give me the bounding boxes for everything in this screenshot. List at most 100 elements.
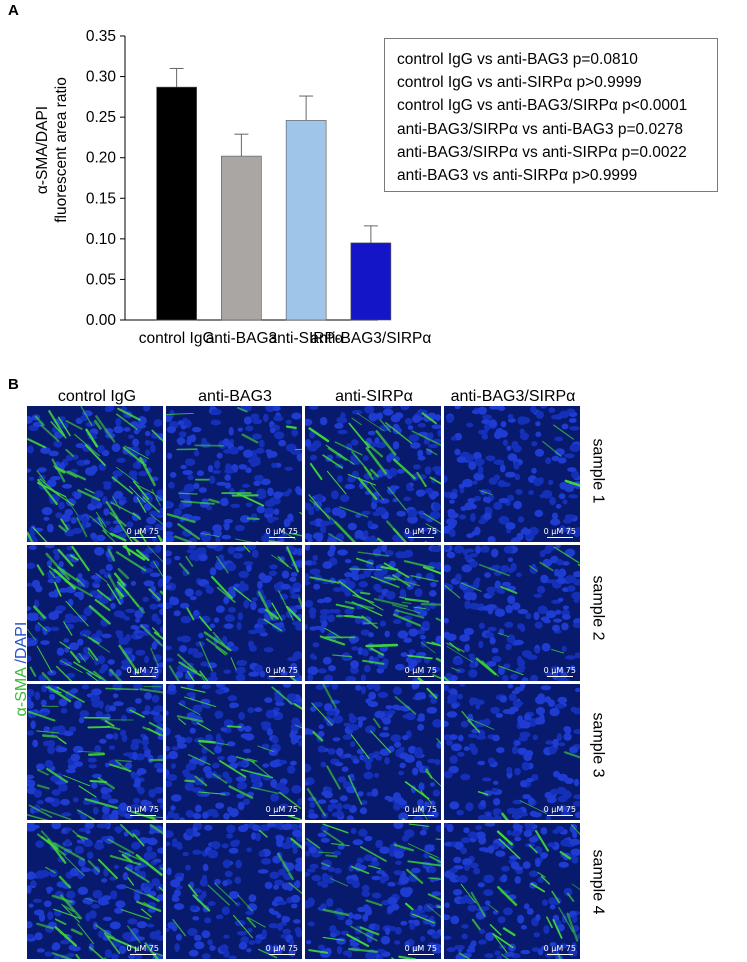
microscopy-image: 0 μM 75 (444, 545, 580, 681)
microscopy-image: 0 μM 75 (305, 406, 441, 542)
y-tick-label: 0.25 (86, 109, 116, 126)
column-header-anti-sirpa: anti-SIRPα (335, 388, 413, 405)
microscopy-image: 0 μM 75 (305, 823, 441, 959)
microscopy-image: 0 μM 75 (166, 545, 302, 681)
y-tick-label: 0.15 (86, 190, 116, 207)
scale-bar: 0 μM 75 (127, 666, 159, 677)
stat-line: control IgG vs anti-SIRPα p>0.9999 (397, 74, 642, 92)
scale-bar-label: 0 μM 75 (265, 527, 298, 536)
scale-bar-label: 0 μM 75 (126, 527, 159, 536)
scale-bar-line (268, 676, 295, 677)
scale-bar-label: 0 μM 75 (543, 527, 576, 536)
scale-bar: 0 μM 75 (405, 944, 437, 955)
scale-bar-label: 0 μM 75 (265, 944, 298, 953)
panel-b-letter: B (8, 376, 19, 393)
row-label-sample-1: sample 1 (589, 438, 607, 504)
x-tick-label: anti-SIRPα (268, 330, 343, 347)
microscopy-grid: 0 μM 75 0 μM 75 0 μM 75 0 μM 75 0 μM 75 0 μM … (27, 406, 585, 959)
stat-line: control IgG vs anti-BAG3/SIRPα p<0.0001 (397, 97, 688, 115)
microscopy-image: 0 μM 75 (444, 823, 580, 959)
scale-bar-label: 0 μM 75 (543, 805, 576, 814)
bar (350, 242, 392, 321)
scale-bar-line (407, 815, 434, 816)
column-header-anti-bag3-sirpa: anti-BAG3/SIRPα (450, 388, 576, 405)
scale-bar: 0 μM 75 (405, 527, 437, 538)
scale-bar: 0 μM 75 (266, 527, 298, 538)
y-tick-label: 0.35 (86, 28, 116, 45)
scale-bar-line (129, 954, 156, 955)
scale-bar: 0 μM 75 (127, 805, 159, 816)
scale-bar-line (129, 537, 156, 538)
scale-bar-label: 0 μM 75 (126, 944, 159, 953)
y-tick-label: 0.10 (86, 231, 117, 248)
stat-line: anti-BAG3/SIRPα vs anti-SIRPα p=0.0022 (397, 143, 687, 161)
microscopy-image: 0 μM 75 (27, 684, 163, 820)
scale-bar: 0 μM 75 (266, 666, 298, 677)
bar (221, 155, 262, 321)
scale-bar-line (268, 954, 295, 955)
scale-bar: 0 μM 75 (544, 666, 576, 677)
scale-bar-line (129, 815, 156, 816)
microscopy-image: 0 μM 75 (444, 406, 580, 542)
scale-bar-line (268, 537, 295, 538)
scale-bar-label: 0 μM 75 (404, 666, 437, 675)
scale-bar-line (546, 537, 573, 538)
scale-bar-line (268, 815, 295, 816)
scale-bar-label: 0 μM 75 (404, 805, 437, 814)
microscopy-image: 0 μM 75 (166, 406, 302, 542)
scale-bar-label: 0 μM 75 (543, 666, 576, 675)
scale-bar: 0 μM 75 (544, 805, 576, 816)
microscopy-image: 0 μM 75 (27, 406, 163, 542)
microscopy-image: 0 μM 75 (166, 823, 302, 959)
scale-bar-line (407, 954, 434, 955)
x-tick-label: anti-BAG3/SIRPα (310, 330, 431, 347)
scale-bar: 0 μM 75 (266, 805, 298, 816)
scale-bar: 0 μM 75 (405, 805, 437, 816)
y-axis-label-line2: fluorescent area ratio (53, 77, 70, 223)
scale-bar-line (129, 676, 156, 677)
scale-bar: 0 μM 75 (544, 527, 576, 538)
stat-line: control IgG vs anti-BAG3 p=0.0810 (397, 51, 638, 68)
microscopy-image: 0 μM 75 (305, 684, 441, 820)
scale-bar-line (546, 676, 573, 677)
x-tick-label: control IgG (139, 330, 215, 347)
y-axis-label: α-SMA/DAPI fluorescent area ratio (34, 77, 70, 223)
scale-bar-line (546, 954, 573, 955)
scale-bar-line (546, 815, 573, 816)
bar-chart: α-SMA/DAPI fluorescent area ratio 0.00 0.… (34, 28, 432, 347)
microscopy-image: 0 μM 75 (444, 684, 580, 820)
scale-bar: 0 μM 75 (266, 944, 298, 955)
scale-bar: 0 μM 75 (405, 666, 437, 677)
microscopy-image: 0 μM 75 (27, 823, 163, 959)
scale-bar-label: 0 μM 75 (126, 805, 159, 814)
microscopy-image: 0 μM 75 (166, 684, 302, 820)
bar (285, 120, 327, 321)
column-header-anti-bag3: anti-BAG3 (198, 388, 272, 405)
row-label-sample-2: sample 2 (589, 575, 607, 641)
scale-bar-line (407, 537, 434, 538)
chart-bars (156, 67, 392, 321)
scale-bar-label: 0 μM 75 (126, 666, 159, 675)
statistics-box: control IgG vs anti-BAG3 p=0.0810 contro… (384, 38, 718, 192)
row-label-sample-3: sample 3 (589, 712, 607, 778)
panel-a-letter: A (8, 2, 19, 19)
stat-line: anti-BAG3/SIRPα vs anti-BAG3 p=0.0278 (397, 120, 683, 138)
bar (156, 86, 197, 321)
row-label-sample-4: sample 4 (589, 849, 607, 915)
scale-bar: 0 μM 75 (127, 527, 159, 538)
x-tick-labels: control IgGanti-BAG3anti-SIRPαanti-BAG3/… (139, 330, 432, 347)
stat-line: anti-BAG3 vs anti-SIRPα p>0.9999 (397, 167, 638, 185)
x-tick-label: anti-BAG3 (206, 330, 278, 347)
y-tick-label: 0.20 (86, 150, 117, 167)
column-header-control-igg: control IgG (57, 388, 137, 405)
microscopy-image: 0 μM 75 (27, 545, 163, 681)
y-tick-label: 0.05 (86, 271, 116, 288)
scale-bar-label: 0 μM 75 (265, 666, 298, 675)
scale-bar-label: 0 μM 75 (265, 805, 298, 814)
scale-bar-label: 0 μM 75 (404, 944, 437, 953)
microscopy-image: 0 μM 75 (305, 545, 441, 681)
y-tick-label: 0.00 (86, 312, 117, 329)
scale-bar-label: 0 μM 75 (404, 527, 437, 536)
scale-bar-line (407, 676, 434, 677)
y-axis-label-line1: α-SMA/DAPI (34, 106, 51, 194)
